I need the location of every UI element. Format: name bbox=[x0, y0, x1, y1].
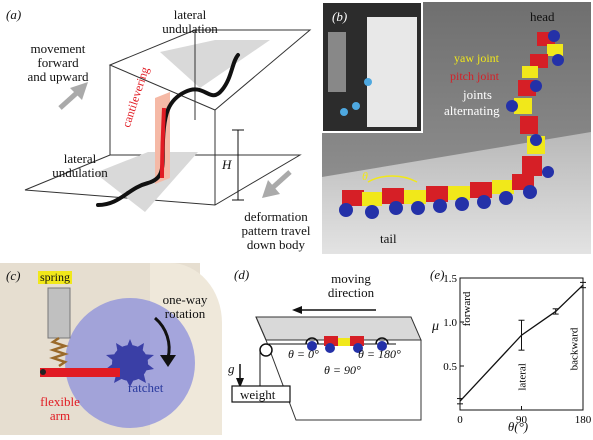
theta180-label: θ = 180° bbox=[358, 347, 401, 361]
y-tick-label: 1.5 bbox=[443, 273, 457, 285]
pulley bbox=[259, 343, 273, 357]
flexible-label: flexible bbox=[40, 394, 80, 409]
x-tick-label: 90 bbox=[516, 414, 528, 426]
weight-box bbox=[231, 385, 291, 403]
y-tick-label: 0.5 bbox=[443, 361, 457, 373]
y-axis-label: μ bbox=[432, 319, 440, 334]
table-top bbox=[255, 316, 422, 341]
y-tick-label: 1.0 bbox=[443, 317, 457, 329]
forward-annotation: forward bbox=[461, 291, 473, 326]
panel-b-label: (b) bbox=[332, 9, 348, 24]
yaw-joint-label: yaw joint bbox=[454, 51, 499, 65]
panel-c-photo bbox=[0, 263, 222, 435]
lateral-bottom-line-1: lateral bbox=[63, 151, 97, 166]
deformation-line-1: deformation bbox=[244, 209, 308, 224]
weight-label: weight bbox=[240, 387, 276, 402]
x-tick-label: 0 bbox=[457, 414, 463, 426]
panel-d: (d) moving direction θ = 0° θ = 180° θ =… bbox=[226, 262, 424, 437]
panel-a-label: (a) bbox=[6, 7, 22, 22]
top-plane-shade bbox=[160, 40, 270, 88]
spring-label: spring bbox=[38, 270, 72, 284]
snake-robot bbox=[339, 30, 564, 219]
deformation-line-2: pattern travel bbox=[241, 223, 311, 238]
one-way-label: one-way bbox=[162, 292, 208, 307]
direction-label: direction bbox=[327, 285, 375, 300]
x-tick-label: 180 bbox=[575, 414, 592, 426]
snake-body bbox=[96, 53, 240, 207]
panel-b: (b) head yaw joint pitch joint joints al… bbox=[322, 2, 591, 254]
movement-line-1: movement bbox=[30, 41, 86, 56]
backward-annotation: backward bbox=[569, 327, 581, 370]
movement-line-2: forward bbox=[37, 55, 79, 70]
rotation-arrow bbox=[153, 316, 171, 359]
snake-cantilever bbox=[160, 107, 166, 179]
theta0-label: θ = 0° bbox=[288, 347, 319, 361]
panel-d-label: (d) bbox=[234, 267, 250, 282]
robot-on-table bbox=[305, 336, 389, 353]
panel-e-label: (e) bbox=[430, 267, 445, 282]
panel-d-diagram bbox=[231, 306, 422, 421]
head-label: head bbox=[530, 9, 555, 24]
lateral-top-line-2: undulation bbox=[162, 21, 218, 36]
lateral-bottom-line-2: undulation bbox=[52, 165, 108, 180]
panel-a-diagram bbox=[24, 29, 312, 212]
movement-line-3: and upward bbox=[27, 69, 89, 84]
panel-a: (a) movement forward and upward lateral … bbox=[0, 0, 320, 255]
gravity-label: g bbox=[228, 361, 235, 376]
tail-label: tail bbox=[380, 231, 397, 246]
flexible-arm bbox=[40, 368, 120, 377]
moving-label: moving bbox=[331, 271, 371, 286]
lateral-annotation: lateral bbox=[517, 363, 529, 390]
spring-block bbox=[47, 287, 71, 339]
backward-arrow bbox=[262, 170, 292, 198]
theta-label: θ bbox=[362, 169, 368, 183]
forward-arrow bbox=[58, 82, 88, 110]
lateral-top-line-1: lateral bbox=[173, 7, 207, 22]
pitch-joint-label: pitch joint bbox=[450, 69, 499, 83]
height-symbol: H bbox=[222, 157, 232, 172]
spring-coil bbox=[49, 336, 69, 368]
alternating-label: alternating bbox=[444, 103, 500, 118]
mu-theta-chart: 0 90 180 0.5 1.0 1.5 forward lateral backward bbox=[443, 273, 592, 426]
arm-label: arm bbox=[49, 408, 71, 423]
theta90-label: θ = 90° bbox=[324, 363, 361, 377]
rotation-label: rotation bbox=[164, 306, 206, 321]
x-axis-label: θ(°) bbox=[507, 419, 529, 434]
panel-b-photo bbox=[322, 2, 591, 254]
deformation-line-3: down body bbox=[246, 237, 306, 252]
panel-c: (c) spring one-way rotation flexible arm… bbox=[0, 263, 222, 435]
joints-label: joints bbox=[463, 87, 492, 102]
mu-line bbox=[459, 284, 584, 402]
panel-e: 0 90 180 0.5 1.0 1.5 forward lateral backward (e… bbox=[428, 262, 593, 438]
panel-c-label: (c) bbox=[6, 268, 21, 283]
ratchet-label: ratchet bbox=[128, 380, 164, 395]
